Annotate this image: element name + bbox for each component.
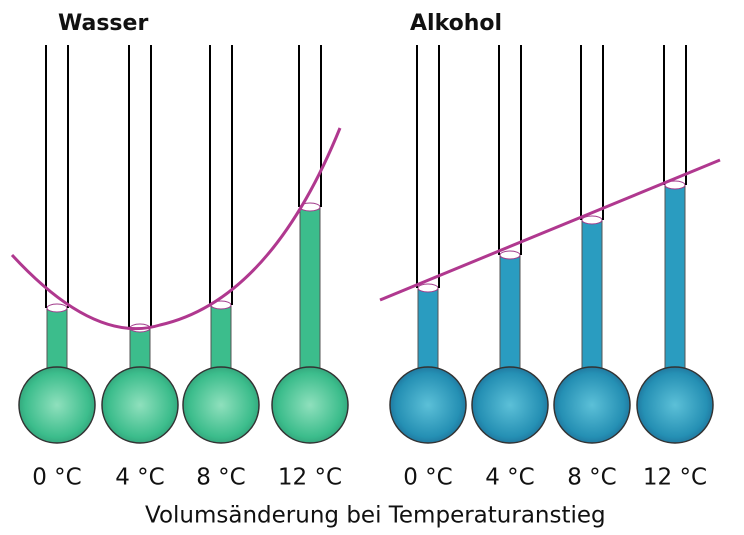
liquid-column bbox=[418, 288, 438, 380]
caption: Volumsänderung bei Temperaturanstieg bbox=[145, 503, 606, 529]
bulb bbox=[390, 367, 466, 443]
liquid-column bbox=[500, 255, 520, 380]
temperature-label: 0 °C bbox=[403, 465, 453, 491]
meniscus bbox=[418, 284, 438, 292]
liquid-column bbox=[582, 220, 602, 380]
bulb bbox=[272, 367, 348, 443]
temperature-label: 0 °C bbox=[32, 465, 82, 491]
meniscus bbox=[500, 251, 520, 259]
illustration: Wasser Alkohol Volumsänderung bei Temper… bbox=[0, 0, 744, 535]
temperature-label: 8 °C bbox=[196, 465, 246, 491]
diagram: Wasser Alkohol Volumsänderung bei Temper… bbox=[0, 0, 744, 535]
liquid-column bbox=[300, 207, 320, 380]
trend-curve bbox=[12, 128, 340, 329]
liquid-column bbox=[665, 185, 685, 380]
temperature-label: 8 °C bbox=[567, 465, 617, 491]
panel-title: Wasser bbox=[58, 11, 148, 36]
meniscus bbox=[47, 304, 67, 312]
temperature-label: 4 °C bbox=[485, 465, 535, 491]
bulb bbox=[102, 367, 178, 443]
bulb bbox=[183, 367, 259, 443]
temperature-label: 4 °C bbox=[115, 465, 165, 491]
bulb bbox=[554, 367, 630, 443]
panel-title: Alkohol bbox=[410, 11, 502, 36]
temperature-label: 12 °C bbox=[643, 465, 707, 491]
bulb bbox=[19, 367, 95, 443]
temperature-label: 12 °C bbox=[278, 465, 342, 491]
bulb bbox=[637, 367, 713, 443]
bulb bbox=[472, 367, 548, 443]
